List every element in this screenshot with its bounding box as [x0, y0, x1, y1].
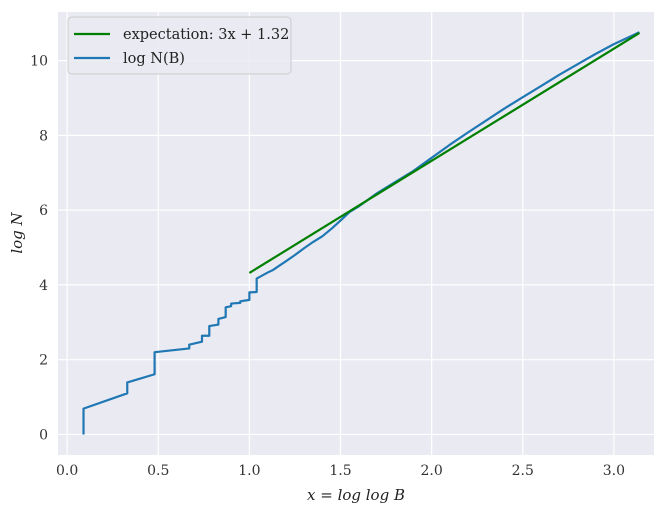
series-expectation-line	[248, 32, 640, 274]
y-ticks: 0 2 4 6 8 10	[30, 54, 48, 444]
x-tick-label: 3.0	[603, 463, 625, 479]
series-logN-line	[82, 31, 640, 435]
x-axis-label: x = log log B	[307, 486, 405, 504]
y-tick-label: 2	[39, 353, 48, 369]
x-tick-label: 2.0	[421, 463, 443, 479]
grid	[58, 12, 654, 455]
y-tick-label: 6	[39, 203, 48, 219]
legend: expectation: 3x + 1.32 log N(B)	[67, 16, 292, 75]
y-tick-label: 0	[39, 427, 48, 443]
legend-box	[67, 16, 292, 75]
x-tick-label: 1.5	[329, 463, 351, 479]
x-tick-label: 0.5	[147, 463, 169, 479]
y-tick-label: 10	[30, 54, 48, 70]
x-tick-label: 2.5	[512, 463, 534, 479]
legend-label-logN: log N(B)	[123, 51, 185, 67]
legend-label-expectation: expectation: 3x + 1.32	[123, 27, 289, 43]
x-tick-label: 1.0	[238, 463, 260, 479]
y-tick-label: 4	[39, 278, 48, 294]
y-tick-label: 8	[39, 128, 48, 144]
series	[82, 31, 640, 435]
x-tick-label: 0.0	[56, 463, 78, 479]
x-ticks: 0.0 0.5 1.0 1.5 2.0 2.5 3.0	[56, 463, 625, 479]
y-axis-label: log N	[8, 211, 26, 253]
